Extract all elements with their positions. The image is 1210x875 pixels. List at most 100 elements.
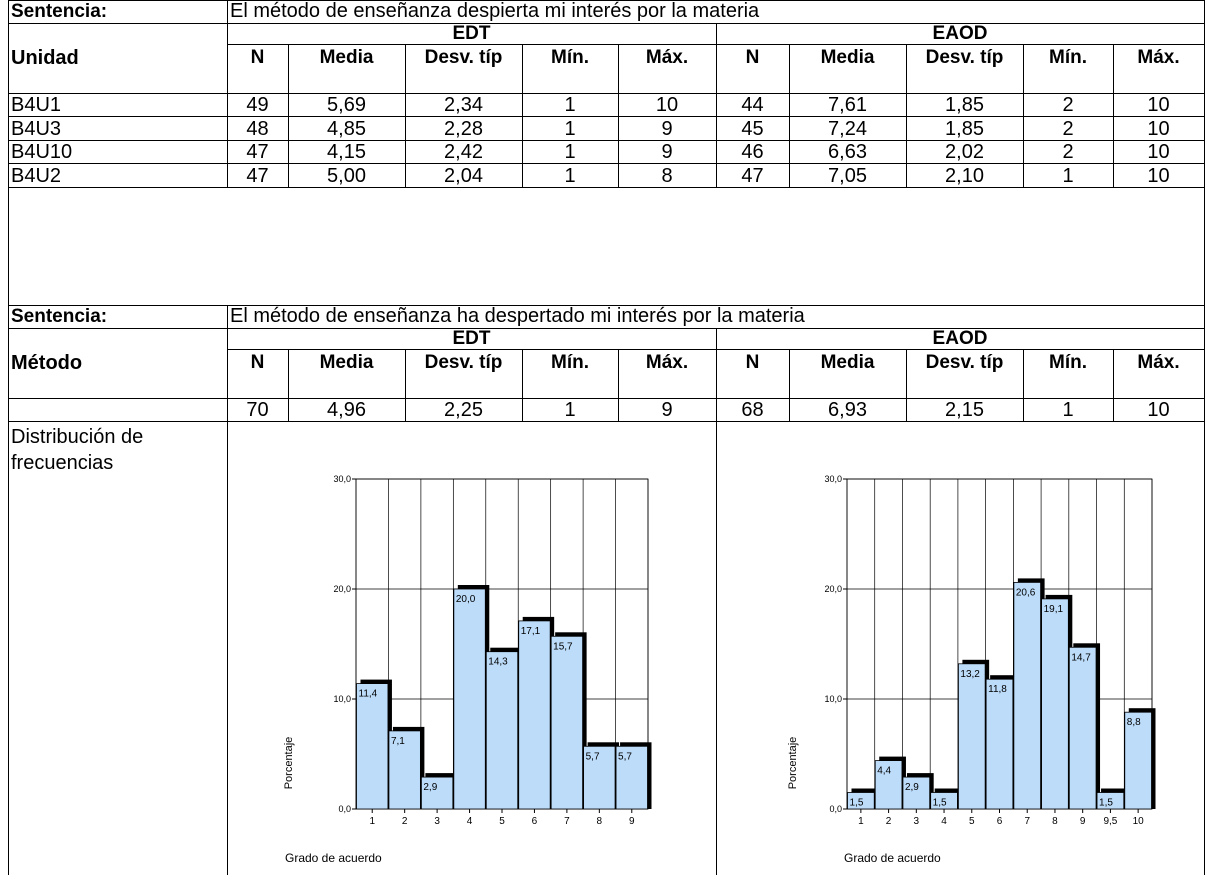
distribution-label: Distribución de frecuencias: [11, 425, 144, 474]
bar-value-label: 1,5: [933, 798, 947, 809]
bar-value-label: 7,1: [391, 736, 405, 747]
x-tick-label: 2: [402, 816, 408, 827]
grid-line: [7, 0, 9, 187]
column-header: Mín.: [551, 352, 589, 373]
column-header: Media: [319, 47, 374, 68]
group-header-eaod: EAOD: [932, 23, 988, 44]
table-value: 8: [661, 164, 673, 187]
table-value: 9: [661, 117, 673, 140]
grid-line: [617, 349, 619, 422]
bar: [958, 663, 986, 810]
grid-line: [7, 187, 9, 305]
x-tick-label: 9,5: [1103, 816, 1117, 827]
grid-line: [8, 186, 1204, 188]
table-value: 2,15: [945, 399, 984, 421]
x-tick-label: 7: [564, 816, 570, 827]
sentence-text: El método de enseñanza despierta mi inte…: [230, 0, 760, 22]
bar: [420, 776, 454, 810]
bar-value-label: 11,4: [359, 689, 378, 700]
column-header: Desv. típ: [925, 352, 1004, 373]
column-header: Desv. típ: [424, 352, 503, 373]
table-value: 10: [1147, 399, 1170, 421]
group-header-eaod: EAOD: [932, 328, 988, 349]
row-header: Método: [11, 352, 83, 374]
grid-line: [788, 44, 790, 187]
x-tick-label: 6: [532, 816, 538, 827]
column-header: Máx.: [1137, 352, 1180, 373]
y-axis-label: Porcentaje: [787, 737, 799, 790]
grid-line: [8, 421, 1204, 422]
table-value: 2: [1062, 117, 1074, 140]
column-header: Media: [820, 352, 875, 373]
bar: [902, 776, 931, 810]
column-header: Mín.: [551, 47, 589, 68]
table-value: 47: [246, 164, 269, 187]
grid-line: [1022, 349, 1024, 422]
x-tick-label: 8: [597, 816, 603, 827]
column-header: Mín.: [1049, 352, 1087, 373]
table-value: 46: [741, 141, 764, 163]
bar: [583, 745, 616, 810]
bar-value-label: 20,0: [456, 594, 476, 605]
table-value: 9: [661, 141, 673, 163]
grid-line: [7, 305, 9, 422]
grid-line: [287, 44, 289, 187]
bar-value-label: 11,8: [988, 684, 1007, 695]
x-tick-label: 3: [434, 816, 440, 827]
bar: [550, 635, 584, 810]
bar: [1041, 598, 1069, 810]
bar-value-label: 1,5: [850, 798, 864, 809]
row-header: Unidad: [11, 47, 79, 69]
y-tick-label: 20,0: [333, 584, 351, 594]
table-value: 9: [661, 399, 673, 421]
y-tick-label: 0,0: [338, 804, 351, 814]
grid-line: [404, 44, 406, 187]
table-value: 5,00: [327, 164, 366, 187]
table-value: 4,96: [327, 399, 366, 421]
bar-value-label: 5,7: [586, 751, 600, 762]
table-value: 7,24: [828, 117, 867, 140]
table-value: 47: [741, 164, 764, 187]
grid-line: [226, 421, 228, 875]
grid-line: [521, 44, 523, 187]
column-header: Media: [319, 352, 374, 373]
grid-line: [905, 44, 907, 187]
grid-line: [287, 349, 289, 422]
bar-value-label: 1,5: [1099, 798, 1113, 809]
table-value: 4,15: [327, 141, 366, 163]
table-value: 68: [741, 399, 764, 421]
y-tick-label: 0,0: [829, 804, 842, 814]
bar-value-label: 5,7: [618, 751, 632, 762]
grid-line: [8, 116, 1204, 117]
grid-line: [617, 44, 619, 187]
grid-line: [788, 349, 790, 422]
y-tick-label: 30,0: [824, 474, 842, 484]
grid-line: [1203, 305, 1205, 422]
y-tick-label: 10,0: [333, 694, 351, 704]
table-value: 2,04: [444, 164, 483, 187]
bar-value-label: 2,9: [905, 782, 919, 793]
grid-line: [8, 0, 1204, 1]
grid-line: [8, 327, 1204, 329]
table-value: 1: [564, 117, 576, 140]
bar: [518, 620, 551, 810]
column-header: N: [745, 352, 760, 373]
table-value: 1: [564, 94, 576, 116]
table-value: 2: [1062, 94, 1074, 116]
row-label: [8, 398, 227, 422]
row-label: B4U1: [11, 94, 62, 116]
bar: [356, 683, 389, 810]
table-value: 49: [246, 94, 269, 116]
column-header: N: [250, 47, 265, 68]
table-value: 6,93: [828, 399, 867, 421]
grid-line: [8, 139, 1204, 141]
bar-value-label: 4,4: [877, 766, 891, 777]
bar: [1013, 582, 1041, 810]
grid-line: [8, 397, 1204, 399]
x-tick-label: 6: [997, 816, 1003, 827]
bar: [453, 588, 486, 810]
grid-line: [8, 163, 1204, 164]
x-axis-label: Grado de acuerdo: [844, 851, 941, 865]
grid-line: [715, 328, 717, 422]
bar-value-label: 13,2: [960, 669, 980, 680]
